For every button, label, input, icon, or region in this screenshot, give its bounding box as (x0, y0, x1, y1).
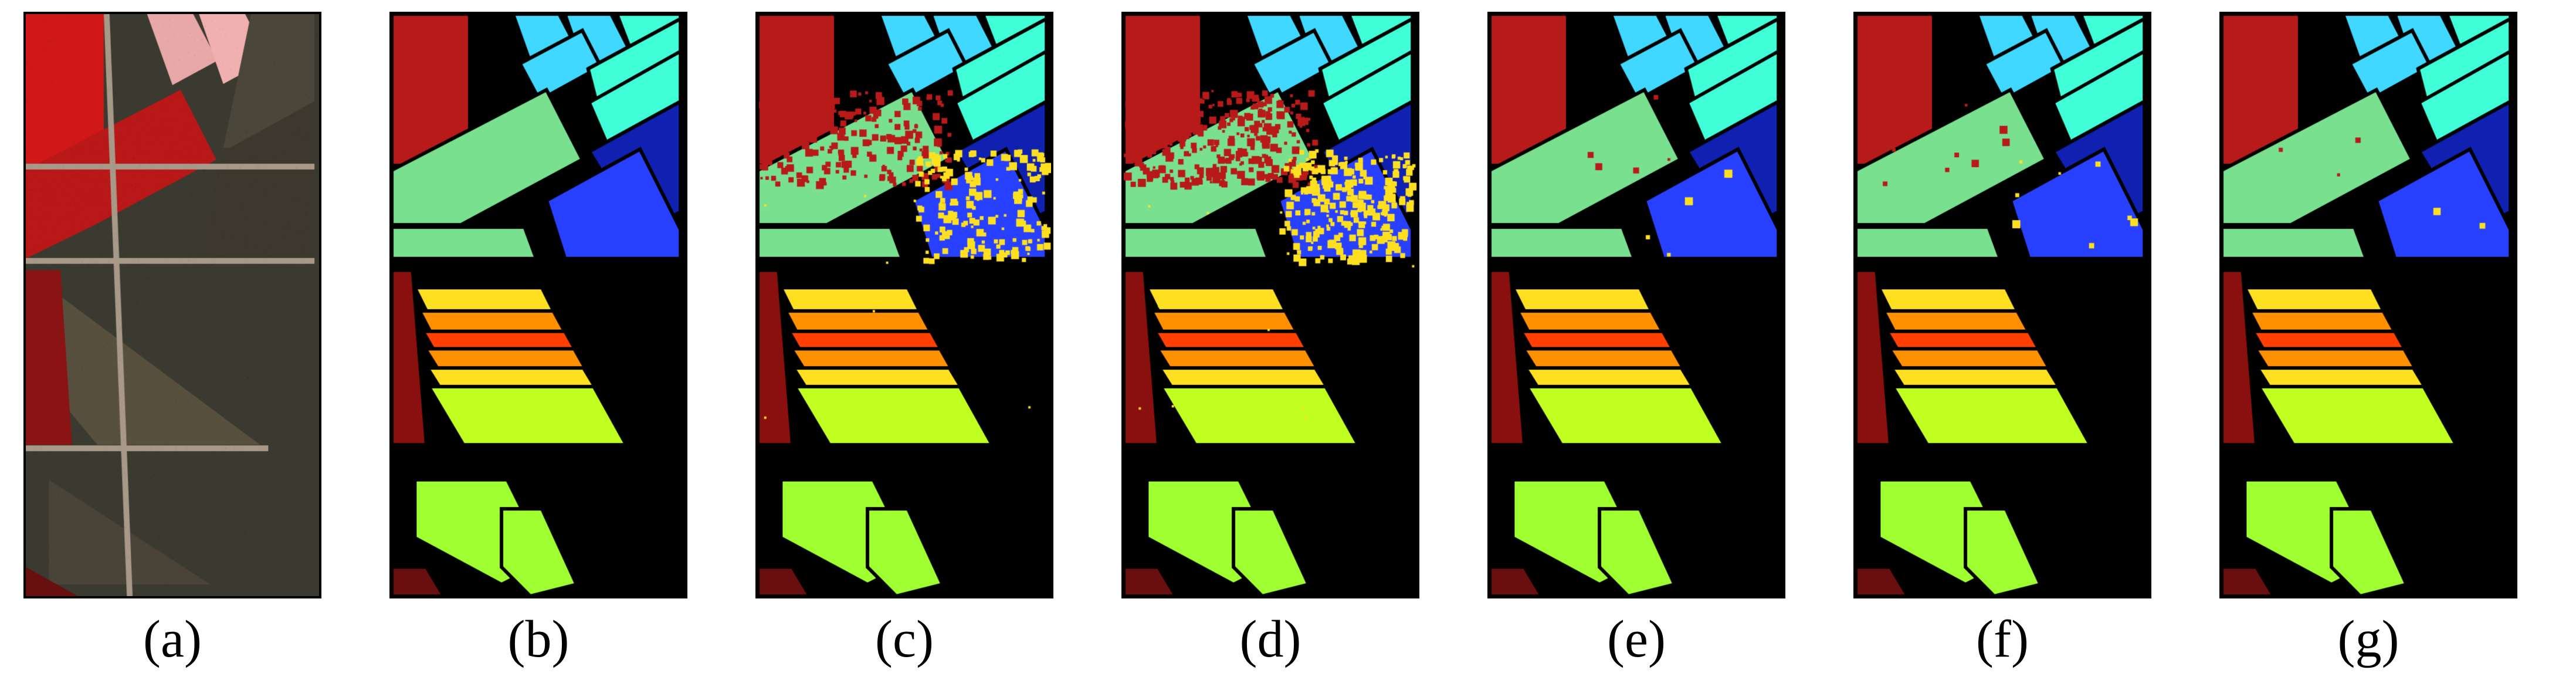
panel-e: (e) (1487, 12, 1785, 669)
panel-c-image (755, 12, 1053, 598)
panel-g: (g) (2219, 12, 2517, 669)
panel-e-caption: (e) (1607, 609, 1666, 669)
panel-c-caption: (c) (875, 609, 934, 669)
panel-b-image (389, 12, 687, 598)
panel-a-caption: (a) (143, 609, 202, 669)
panel-e-image (1487, 12, 1785, 598)
figure-row: (a) (b) (c) (d) (e) (f) (g) (0, 0, 2576, 669)
panel-f-image (1853, 12, 2151, 598)
panel-d-caption: (d) (1240, 609, 1301, 669)
panel-b-caption: (b) (508, 609, 570, 669)
panel-f-caption: (f) (1976, 609, 2029, 669)
panel-d: (d) (1121, 12, 1419, 669)
panel-g-image (2219, 12, 2517, 598)
panel-a-image (23, 12, 321, 598)
panel-d-image (1121, 12, 1419, 598)
panel-g-caption: (g) (2338, 609, 2399, 669)
panel-a: (a) (23, 12, 321, 669)
panel-f: (f) (1853, 12, 2151, 669)
panel-c: (c) (755, 12, 1053, 669)
panel-b: (b) (389, 12, 687, 669)
